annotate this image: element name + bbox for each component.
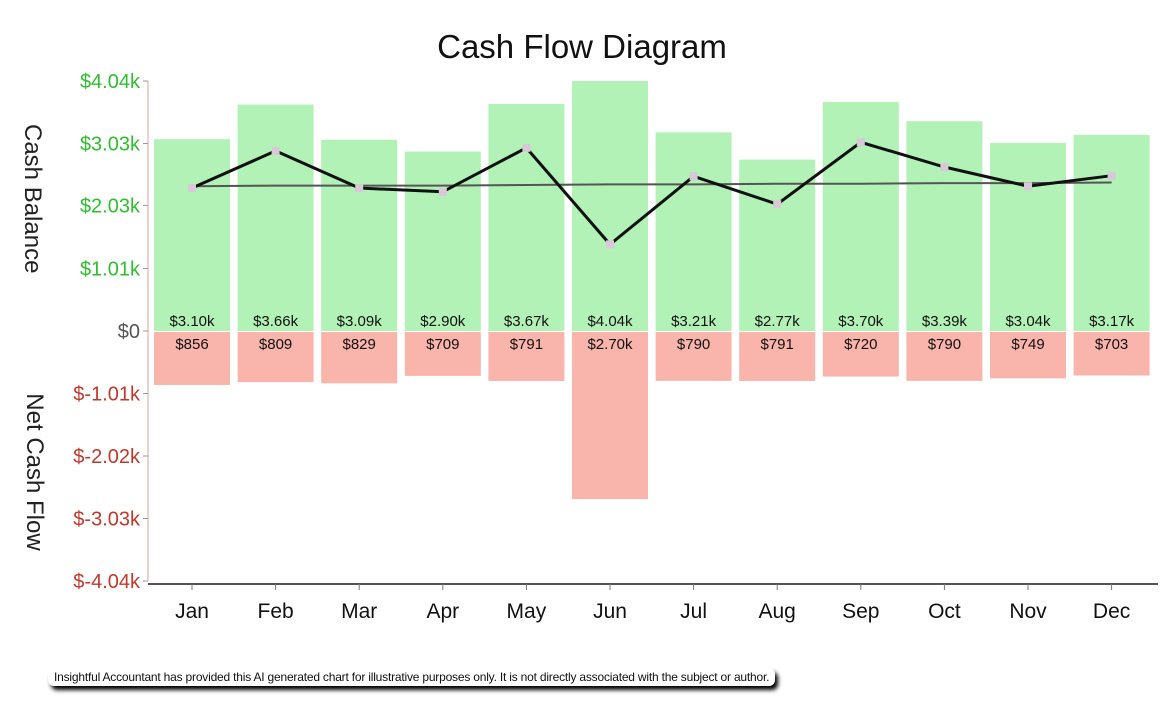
- bar-label-net-cash-flow: $791: [761, 336, 794, 353]
- bar-label-cash-balance: $3.04k: [1005, 313, 1051, 330]
- bar-label-net-cash-flow: $856: [175, 336, 208, 353]
- bar-label-cash-balance: $3.17k: [1089, 313, 1135, 330]
- x-tick-label: Dec: [1093, 600, 1130, 623]
- bar-label-cash-balance: $3.39k: [922, 313, 968, 330]
- x-tick-label: Sep: [842, 600, 879, 623]
- x-tick-label: Nov: [1009, 600, 1047, 623]
- trend-point-marker: [689, 172, 698, 181]
- trend-point-marker: [1107, 171, 1116, 180]
- x-tick-label: Jan: [175, 600, 209, 623]
- trend-point-marker: [940, 163, 949, 172]
- disclaimer-note: Insightful Accountant has provided this …: [48, 668, 776, 686]
- bar-cash-balance: [1073, 134, 1150, 331]
- x-tick-label: Oct: [928, 600, 961, 623]
- bar-net-cash-flow: [906, 332, 983, 381]
- bar-label-cash-balance: $3.09k: [337, 313, 383, 330]
- y-tick-label: $4.04k: [80, 71, 141, 93]
- trend-point-marker: [188, 184, 196, 193]
- bar-net-cash-flow: [655, 332, 732, 381]
- bar-cash-balance: [237, 104, 314, 331]
- bar-net-cash-flow: [237, 332, 314, 383]
- x-tick-label: Feb: [258, 600, 294, 623]
- x-tick-label: Mar: [341, 600, 377, 623]
- bar-net-cash-flow: [488, 332, 565, 381]
- bar-label-cash-balance: $3.67k: [504, 313, 550, 330]
- bar-cash-balance: [822, 102, 899, 331]
- bar-label-net-cash-flow: $749: [1011, 336, 1044, 353]
- trend-point-marker: [271, 146, 280, 155]
- bar-label-cash-balance: $4.04k: [587, 313, 633, 330]
- bar-label-net-cash-flow: $790: [928, 336, 961, 353]
- y-tick-label: $3.03k: [80, 134, 141, 156]
- y-tick-label: $-1.01k: [73, 384, 141, 406]
- trend-point-marker: [522, 143, 531, 152]
- bar-cash-balance: [572, 81, 648, 331]
- trend-point-marker: [773, 200, 782, 209]
- bar-cash-balance: [906, 121, 983, 331]
- x-tick-label: Apr: [426, 600, 459, 623]
- bar-label-net-cash-flow: $790: [677, 336, 710, 353]
- bar-net-cash-flow: [739, 332, 816, 381]
- bar-label-net-cash-flow: $703: [1095, 336, 1128, 353]
- bar-label-cash-balance: $3.21k: [671, 313, 717, 330]
- trend-point-marker: [355, 184, 364, 193]
- y-tick-label: $0: [118, 321, 140, 343]
- trend-point-marker: [606, 240, 614, 249]
- bar-net-cash-flow: [1073, 332, 1150, 376]
- bar-label-net-cash-flow: $2.70k: [587, 336, 633, 353]
- bar-label-net-cash-flow: $720: [844, 336, 877, 353]
- bar-label-cash-balance: $2.90k: [420, 313, 466, 330]
- y-tick-label: $2.03k: [80, 195, 141, 217]
- y-tick-label: $1.01k: [80, 259, 141, 281]
- bar-net-cash-flow: [990, 332, 1066, 379]
- bar-net-cash-flow: [572, 332, 648, 500]
- bar-label-net-cash-flow: $791: [510, 336, 543, 353]
- trend-point-marker: [438, 187, 447, 196]
- bar-label-net-cash-flow: $829: [343, 336, 376, 353]
- bar-cash-balance: [990, 142, 1066, 331]
- bar-label-net-cash-flow: $809: [259, 336, 292, 353]
- bar-label-cash-balance: $2.77k: [755, 313, 801, 330]
- bar-net-cash-flow: [404, 332, 481, 376]
- trend-point-marker: [1024, 182, 1032, 191]
- x-tick-label: May: [507, 600, 547, 623]
- x-tick-label: Jun: [593, 600, 627, 623]
- bar-net-cash-flow: [154, 332, 230, 385]
- bar-net-cash-flow: [822, 332, 899, 377]
- bar-label-net-cash-flow: $709: [426, 336, 459, 353]
- trend-line: [191, 140, 1112, 247]
- bar-cash-balance: [655, 132, 732, 331]
- trend-point-marker: [856, 138, 865, 147]
- bar-cash-balance: [488, 103, 565, 331]
- bar-label-cash-balance: $3.70k: [838, 313, 884, 330]
- bar-cash-balance: [404, 151, 481, 331]
- chart-title: Cash Flow Diagram: [437, 28, 727, 65]
- y-tick-label: $-3.03k: [73, 509, 141, 531]
- y-tick-label: $-4.04k: [73, 571, 141, 593]
- average-line: [191, 181, 1112, 188]
- x-tick-label: Jul: [680, 600, 707, 623]
- bar-net-cash-flow: [321, 332, 398, 384]
- bar-cash-balance: [739, 159, 816, 331]
- y-tick-label: $-2.02k: [73, 446, 141, 468]
- x-tick-label: Aug: [759, 600, 796, 623]
- bar-cash-balance: [321, 139, 398, 331]
- bar-label-cash-balance: $3.10k: [169, 313, 215, 330]
- bar-label-cash-balance: $3.66k: [253, 313, 299, 330]
- bar-cash-balance: [154, 139, 230, 331]
